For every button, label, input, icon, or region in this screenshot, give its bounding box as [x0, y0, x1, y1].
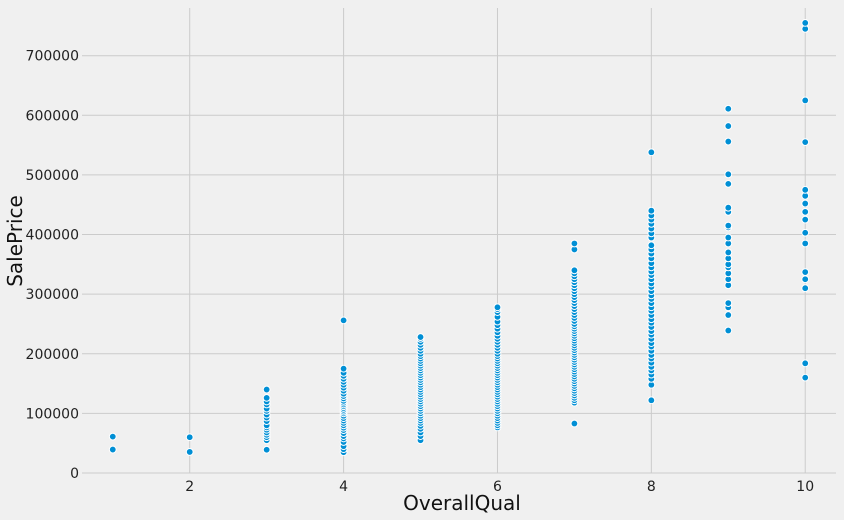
scatter-point — [801, 239, 810, 248]
scatter-point — [724, 203, 733, 212]
scatter-point — [724, 170, 733, 179]
scatter-point — [724, 299, 733, 307]
y-tick-label: 200000 — [26, 347, 79, 363]
y-tick-label: 600000 — [26, 108, 79, 124]
x-tick-label: 6 — [493, 479, 502, 495]
y-tick-labels: 0 100000 200000 300000 400000 500000 600000 700… — [26, 49, 79, 482]
y-tick-label: 300000 — [26, 287, 79, 303]
scatter-point — [339, 364, 348, 373]
scatter-point — [724, 326, 733, 335]
scatter-point — [801, 373, 810, 382]
scatter-point — [339, 316, 348, 325]
scatter-point — [724, 104, 733, 113]
scatter-point — [801, 185, 810, 194]
scatter-point — [724, 248, 733, 257]
scatter-point — [801, 138, 810, 147]
scatter-point — [801, 359, 810, 368]
scatter-point — [416, 333, 425, 341]
y-tick-label: 400000 — [26, 228, 79, 244]
scatter-point — [262, 393, 271, 402]
scatter-point — [108, 432, 117, 441]
y-tick-label: 500000 — [26, 168, 79, 184]
x-tick-label: 10 — [796, 479, 814, 495]
scatter-point — [262, 445, 271, 454]
scatter-point — [801, 199, 810, 208]
y-axis-label: SalePrice — [3, 195, 27, 287]
scatter-point — [108, 445, 117, 454]
scatter-point — [570, 266, 579, 275]
scatter-point — [801, 96, 810, 105]
scatter-point — [262, 385, 271, 394]
scatter-point — [801, 215, 810, 224]
scatter-point — [801, 207, 810, 216]
scatter-point — [801, 228, 810, 237]
scatter-point — [801, 284, 810, 293]
scatter-point — [724, 311, 733, 319]
scatter-point — [185, 433, 194, 442]
x-tick-labels: 2 4 6 8 10 — [185, 479, 814, 495]
scatter-point — [724, 179, 733, 188]
y-gridlines — [82, 55, 836, 474]
x-tick-label: 4 — [339, 479, 348, 495]
scatter-point — [724, 137, 733, 146]
x-axis-label: OverallQual — [403, 491, 521, 515]
y-tick-label: 0 — [70, 466, 79, 482]
scatter-point — [647, 206, 656, 215]
scatter-point — [724, 233, 733, 242]
scatter-point — [647, 396, 656, 405]
scatter-point — [185, 448, 194, 456]
scatter-point — [801, 268, 810, 276]
x-tick-label: 2 — [185, 479, 194, 495]
scatter-point — [801, 275, 810, 284]
scatter-point — [724, 122, 733, 130]
scatter-point — [570, 419, 579, 428]
y-tick-label: 700000 — [26, 49, 79, 65]
scatter-point — [647, 148, 656, 157]
y-tick-label: 100000 — [26, 406, 79, 422]
scatter-point — [801, 19, 810, 27]
scatter-point — [493, 303, 502, 312]
scatter-point — [647, 241, 656, 250]
scatter-point — [570, 239, 579, 248]
data-points — [108, 19, 810, 457]
scatter-point — [724, 221, 733, 230]
x-tick-label: 8 — [647, 479, 656, 495]
